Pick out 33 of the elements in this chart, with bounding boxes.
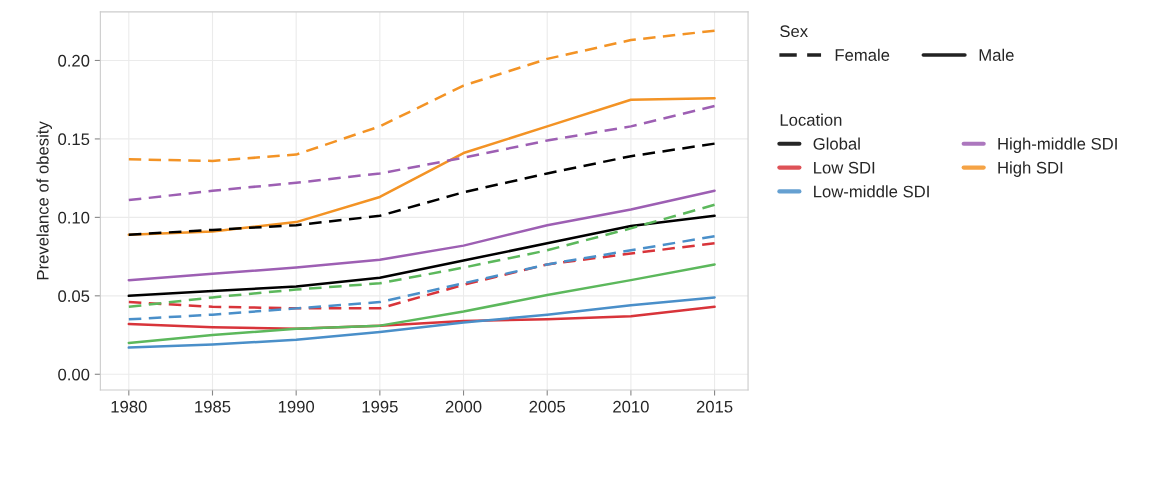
legend-label: Low SDI — [814, 161, 875, 174]
line-series — [127, 29, 716, 163]
line-series — [127, 242, 716, 310]
x-tick-label: 1980 — [111, 400, 147, 413]
line-series — [127, 214, 716, 298]
y-tick-label: 0.15 — [58, 133, 90, 146]
y-tick-label: 0.20 — [58, 54, 90, 67]
text: Male — [979, 48, 1014, 61]
line-series — [127, 189, 716, 282]
line-series — [127, 296, 716, 349]
legend-label: High SDI — [998, 161, 1063, 177]
legend-label: Global — [813, 137, 860, 150]
line-series — [127, 104, 716, 202]
x-tick-label: 2010 — [613, 400, 649, 413]
text: Female — [835, 48, 890, 61]
y-tick-label: 0.10 — [58, 211, 90, 224]
x-tick-label: 2015 — [696, 400, 733, 413]
x-tick-label: 1985 — [195, 400, 231, 413]
x-tick-label: 2005 — [529, 400, 566, 413]
x-tick-label: 1990 — [278, 400, 315, 413]
y-axis-title: Prevelance of obesity — [36, 121, 52, 280]
text: Sex — [780, 25, 808, 38]
legend-title: Location — [780, 113, 842, 126]
y-tick-label: 0.00 — [58, 368, 90, 381]
line-series — [127, 203, 716, 309]
legend-label: Low-middle SDI — [814, 185, 929, 198]
x-tick-label: 1995 — [362, 400, 398, 413]
line-series — [127, 234, 716, 321]
line-series — [127, 142, 716, 236]
legend-label: High-middle SDI — [998, 137, 1117, 154]
line-series — [127, 263, 716, 345]
x-tick-label: 2000 — [445, 400, 482, 413]
y-tick-label: 0.05 — [58, 290, 90, 303]
